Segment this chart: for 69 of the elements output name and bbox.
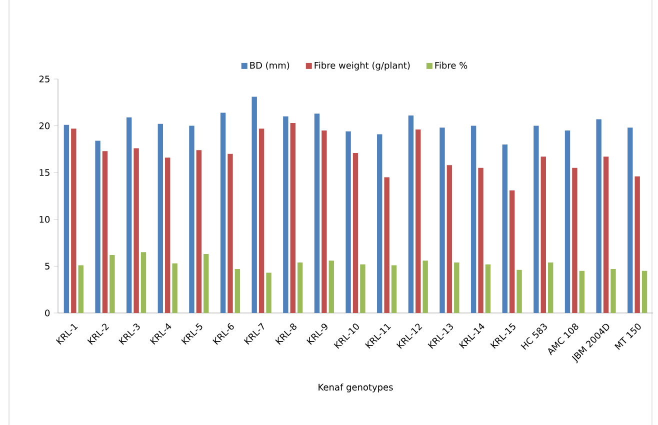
bar	[71, 128, 76, 313]
bar	[470, 126, 476, 313]
y-tick-label: 10	[40, 216, 50, 223]
x-tick-label: HC 583	[520, 324, 547, 350]
bar	[196, 150, 202, 313]
bar	[391, 265, 397, 313]
bar	[422, 260, 428, 313]
bar	[579, 270, 585, 313]
bar	[564, 130, 570, 313]
bar	[454, 262, 460, 313]
bar	[158, 124, 164, 313]
y-tick-label: 0	[45, 310, 50, 316]
bar	[258, 128, 264, 313]
bar	[228, 154, 233, 313]
bar	[234, 268, 240, 313]
bar	[509, 190, 515, 313]
bar	[540, 156, 546, 313]
legend-label: BD (mm)	[250, 62, 290, 70]
bar	[134, 148, 139, 313]
bar	[534, 126, 539, 313]
y-tick-label: 5	[45, 262, 50, 270]
bar	[102, 151, 108, 313]
y-tick-label: 15	[40, 169, 50, 176]
bar	[314, 114, 320, 313]
bar	[596, 119, 602, 313]
y-tick-label: 20	[39, 122, 50, 130]
bar	[322, 130, 327, 313]
bar	[408, 116, 414, 313]
bar	[126, 117, 132, 313]
bar	[189, 126, 194, 313]
bar	[440, 128, 445, 313]
legend-label: Fibre weight (g/plant)	[314, 62, 410, 70]
bar	[610, 268, 616, 313]
bar	[95, 140, 100, 313]
bar	[78, 265, 84, 313]
bar	[478, 168, 484, 313]
bar	[283, 116, 288, 313]
bar	[297, 262, 303, 313]
bar	[502, 144, 508, 313]
x-tick-label: MT 150	[614, 324, 641, 350]
bar	[446, 165, 452, 313]
bar	[64, 124, 70, 313]
bar	[220, 112, 226, 313]
bar	[266, 272, 272, 313]
bar	[172, 263, 178, 313]
bar	[384, 177, 390, 313]
bar	[642, 270, 648, 313]
bar	[377, 134, 382, 313]
bar	[328, 260, 334, 313]
bar	[204, 254, 209, 313]
bar	[140, 252, 146, 313]
bar	[634, 176, 640, 313]
bar	[628, 128, 633, 313]
legend-label: Fibre %	[435, 62, 468, 69]
bar	[516, 270, 522, 313]
bar	[416, 130, 421, 313]
bar	[360, 264, 366, 313]
bar	[352, 152, 358, 313]
bar	[165, 158, 170, 313]
bar	[548, 262, 554, 313]
bar	[603, 156, 609, 313]
bar	[290, 122, 296, 313]
bar	[485, 264, 491, 313]
bar	[252, 96, 257, 313]
bar	[346, 131, 351, 313]
bar	[572, 168, 578, 313]
y-tick-label: 25	[39, 76, 50, 82]
bar	[110, 254, 115, 313]
x-axis-title: Kenaf genotypes	[318, 384, 393, 392]
